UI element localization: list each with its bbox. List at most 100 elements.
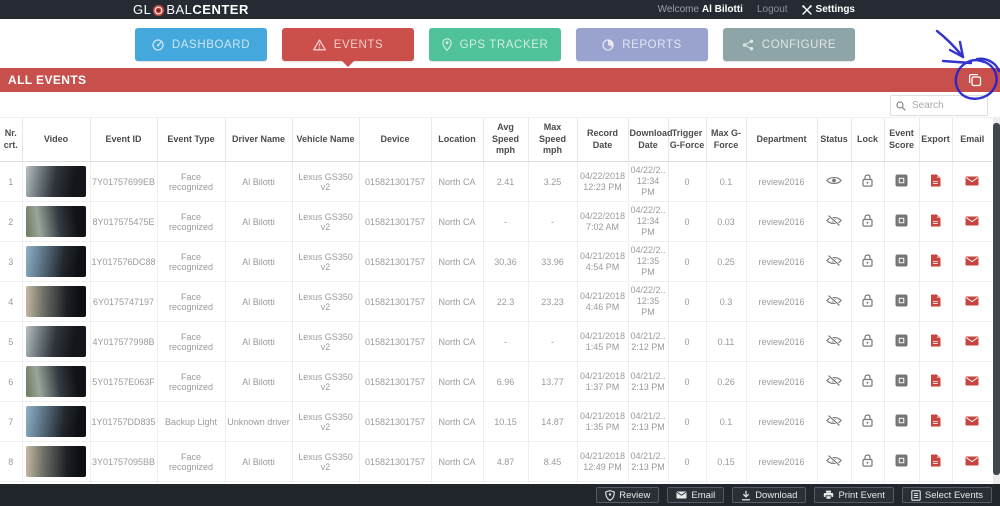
print-event-button[interactable]: Print Event: [814, 487, 894, 503]
column-header-record-date[interactable]: Record Date: [577, 117, 629, 163]
nav-reports[interactable]: REPORTS: [576, 28, 708, 61]
video-thumbnail[interactable]: [26, 246, 86, 278]
column-header-export[interactable]: Export: [919, 117, 953, 163]
lock-icon[interactable]: [862, 294, 873, 307]
column-header-email[interactable]: Email: [952, 117, 992, 163]
main-nav: DASHBOARD EVENTS GPS TRACKER REPORTS CON…: [135, 28, 855, 67]
status-hidden-icon[interactable]: [826, 335, 842, 347]
email-event-icon[interactable]: [965, 256, 979, 266]
lock-icon[interactable]: [862, 454, 873, 467]
video-thumbnail-cell[interactable]: [22, 161, 91, 203]
export-pdf-icon[interactable]: [930, 214, 941, 227]
column-header-lock[interactable]: Lock: [851, 117, 885, 163]
video-thumbnail-cell[interactable]: [22, 441, 91, 483]
video-thumbnail[interactable]: [26, 366, 86, 398]
video-thumbnail-cell[interactable]: [22, 241, 91, 283]
lock-icon[interactable]: [862, 374, 873, 387]
event-score-icon[interactable]: [895, 294, 908, 307]
settings-button[interactable]: Settings: [801, 4, 855, 15]
status-hidden-icon[interactable]: [826, 295, 842, 307]
column-header-location[interactable]: Location: [431, 117, 484, 163]
video-thumbnail[interactable]: [26, 446, 86, 478]
email-event-icon[interactable]: [965, 376, 979, 386]
app-logo[interactable]: GL BAL CENTER: [133, 0, 249, 19]
column-header-video[interactable]: Video: [22, 117, 91, 163]
status-hidden-icon[interactable]: [826, 375, 842, 387]
column-header-download-date[interactable]: Download Date: [628, 117, 673, 163]
event-score-icon[interactable]: [895, 454, 908, 467]
email-button[interactable]: Email: [667, 487, 725, 503]
column-header-department[interactable]: Department: [746, 117, 818, 163]
column-header-nr-crt-[interactable]: Nr. crt.: [0, 117, 23, 163]
select-events-button[interactable]: Select Events: [901, 487, 992, 503]
driver-name: Al Bilotti: [225, 161, 293, 203]
video-thumbnail-cell[interactable]: [22, 321, 91, 363]
email-event-icon[interactable]: [965, 456, 979, 466]
nav-events[interactable]: EVENTS: [282, 28, 414, 67]
status-hidden-icon[interactable]: [826, 255, 842, 267]
lock-icon[interactable]: [862, 414, 873, 427]
nav-dashboard[interactable]: DASHBOARD: [135, 28, 267, 61]
video-thumbnail[interactable]: [26, 166, 86, 198]
export-pdf-icon[interactable]: [930, 374, 941, 387]
status-visible-icon[interactable]: [826, 175, 842, 186]
status-hidden-icon[interactable]: [826, 215, 842, 227]
event-score-icon[interactable]: [895, 174, 908, 187]
export-pdf-icon[interactable]: [930, 414, 941, 427]
event-score-icon[interactable]: [895, 254, 908, 267]
download-button[interactable]: Download: [732, 487, 807, 503]
video-thumbnail-cell[interactable]: [22, 201, 91, 243]
email-event-icon[interactable]: [965, 296, 979, 306]
search-input[interactable]: [910, 99, 974, 112]
export-pdf-icon[interactable]: [930, 174, 941, 187]
event-score-icon[interactable]: [895, 414, 908, 427]
search-box[interactable]: [890, 95, 988, 116]
video-thumbnail-cell[interactable]: [22, 281, 91, 323]
column-header-event-type[interactable]: Event Type: [157, 117, 226, 163]
email-event-icon[interactable]: [965, 336, 979, 346]
nav-configure[interactable]: CONFIGURE: [723, 28, 855, 61]
column-header-device[interactable]: Device: [359, 117, 432, 163]
lock-icon[interactable]: [862, 254, 873, 267]
status-hidden-icon[interactable]: [826, 415, 842, 427]
event-score-icon[interactable]: [895, 334, 908, 347]
lock-icon[interactable]: [862, 214, 873, 227]
event-score-icon[interactable]: [895, 214, 908, 227]
column-header-status[interactable]: Status: [817, 117, 852, 163]
video-thumbnail-cell[interactable]: [22, 361, 91, 403]
column-header-event-score[interactable]: Event Score: [884, 117, 920, 163]
export-pdf-icon[interactable]: [930, 254, 941, 267]
column-header-max-g-force[interactable]: Max G-Force: [706, 117, 747, 163]
status-hidden-icon[interactable]: [826, 455, 842, 467]
download-date: 04/21/2.. 2:12 PM: [628, 321, 669, 363]
email-event-icon[interactable]: [965, 416, 979, 426]
video-thumbnail-cell[interactable]: [22, 401, 91, 443]
video-thumbnail[interactable]: [26, 206, 86, 238]
video-thumbnail[interactable]: [26, 406, 86, 438]
video-thumbnail[interactable]: [26, 326, 86, 358]
scrollbar-thumb[interactable]: [993, 123, 1000, 475]
video-thumbnail-cell[interactable]: [22, 481, 91, 484]
review-button[interactable]: Review: [596, 487, 660, 503]
lock-icon[interactable]: [862, 334, 873, 347]
driver-name: Al Bilotti: [225, 321, 293, 363]
device: 015821301757: [359, 361, 432, 403]
column-header-max-speed-mph[interactable]: Max Speed mph: [528, 117, 578, 163]
video-thumbnail[interactable]: [26, 286, 86, 318]
nav-gps-tracker[interactable]: GPS TRACKER: [429, 28, 561, 61]
column-header-avg-speed-mph[interactable]: Avg Speed mph: [483, 117, 529, 163]
email-event-icon[interactable]: [965, 176, 979, 186]
logout-link[interactable]: Logout: [756, 4, 788, 15]
column-header-trigger-g-force[interactable]: Trigger G-Force: [668, 117, 707, 163]
vertical-scrollbar[interactable]: [993, 117, 1000, 484]
copy-icon[interactable]: [968, 73, 982, 87]
column-header-event-id[interactable]: Event ID: [90, 117, 158, 163]
lock-icon[interactable]: [862, 174, 873, 187]
event-score-icon[interactable]: [895, 374, 908, 387]
export-pdf-icon[interactable]: [930, 294, 941, 307]
column-header-driver-name[interactable]: Driver Name: [225, 117, 293, 163]
export-pdf-icon[interactable]: [930, 334, 941, 347]
column-header-vehicle-name[interactable]: Vehicle Name: [292, 117, 360, 163]
export-pdf-icon[interactable]: [930, 454, 941, 467]
email-event-icon[interactable]: [965, 216, 979, 226]
